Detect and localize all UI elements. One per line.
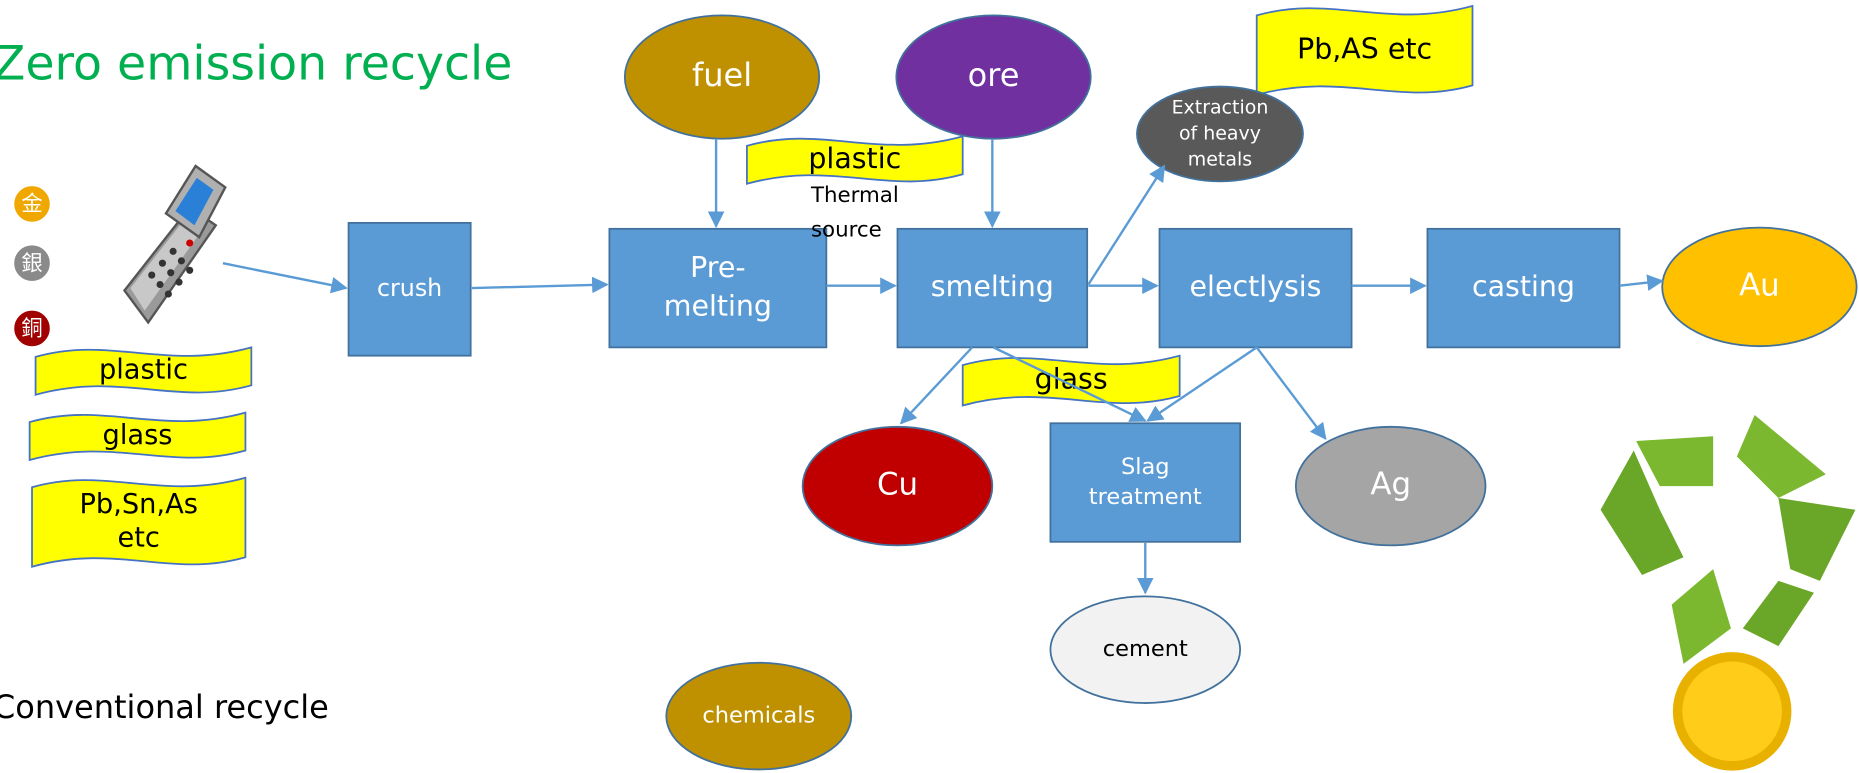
label: fuel xyxy=(692,56,752,94)
label: Ag xyxy=(1370,467,1411,503)
metal-label: 銀 xyxy=(21,251,42,276)
label: Slag xyxy=(1121,454,1170,480)
process-box xyxy=(609,229,826,348)
label: cement xyxy=(1103,636,1188,662)
label: Pb,AS etc xyxy=(1297,32,1432,65)
subtitle: Conventional recycle xyxy=(0,688,329,726)
process-box xyxy=(1050,423,1240,542)
recycle-icon xyxy=(1601,415,1856,771)
metal-label: 金 xyxy=(21,192,42,217)
page: {"header": {"title": "Zero emission recy… xyxy=(0,0,1859,773)
label: Pb,Sn,As xyxy=(79,489,197,520)
label: smelting xyxy=(931,270,1054,303)
diagram: Zero emission recycle Conventional recyc… xyxy=(0,0,1859,773)
label: glass xyxy=(1035,363,1108,396)
label: Extraction xyxy=(1172,96,1269,118)
label: chemicals xyxy=(702,703,815,729)
label: source xyxy=(811,218,882,243)
phone-icon xyxy=(124,166,225,322)
label: treatment xyxy=(1089,484,1202,510)
label: plastic xyxy=(99,355,188,386)
label: electlysis xyxy=(1190,270,1322,303)
label: Pre- xyxy=(690,251,745,284)
label: etc xyxy=(117,522,159,553)
label: of heavy xyxy=(1179,122,1261,144)
label: Thermal xyxy=(810,183,899,208)
label: plastic xyxy=(808,142,901,175)
label: ore xyxy=(968,56,1020,94)
metal-label: 銅 xyxy=(21,317,42,342)
label: casting xyxy=(1472,270,1575,303)
label: Cu xyxy=(877,467,918,503)
label: glass xyxy=(103,420,173,451)
label: crush xyxy=(377,274,442,302)
title: Zero emission recycle xyxy=(0,36,512,91)
label: melting xyxy=(664,289,772,322)
label: Au xyxy=(1739,267,1780,303)
label: metals xyxy=(1188,149,1252,171)
